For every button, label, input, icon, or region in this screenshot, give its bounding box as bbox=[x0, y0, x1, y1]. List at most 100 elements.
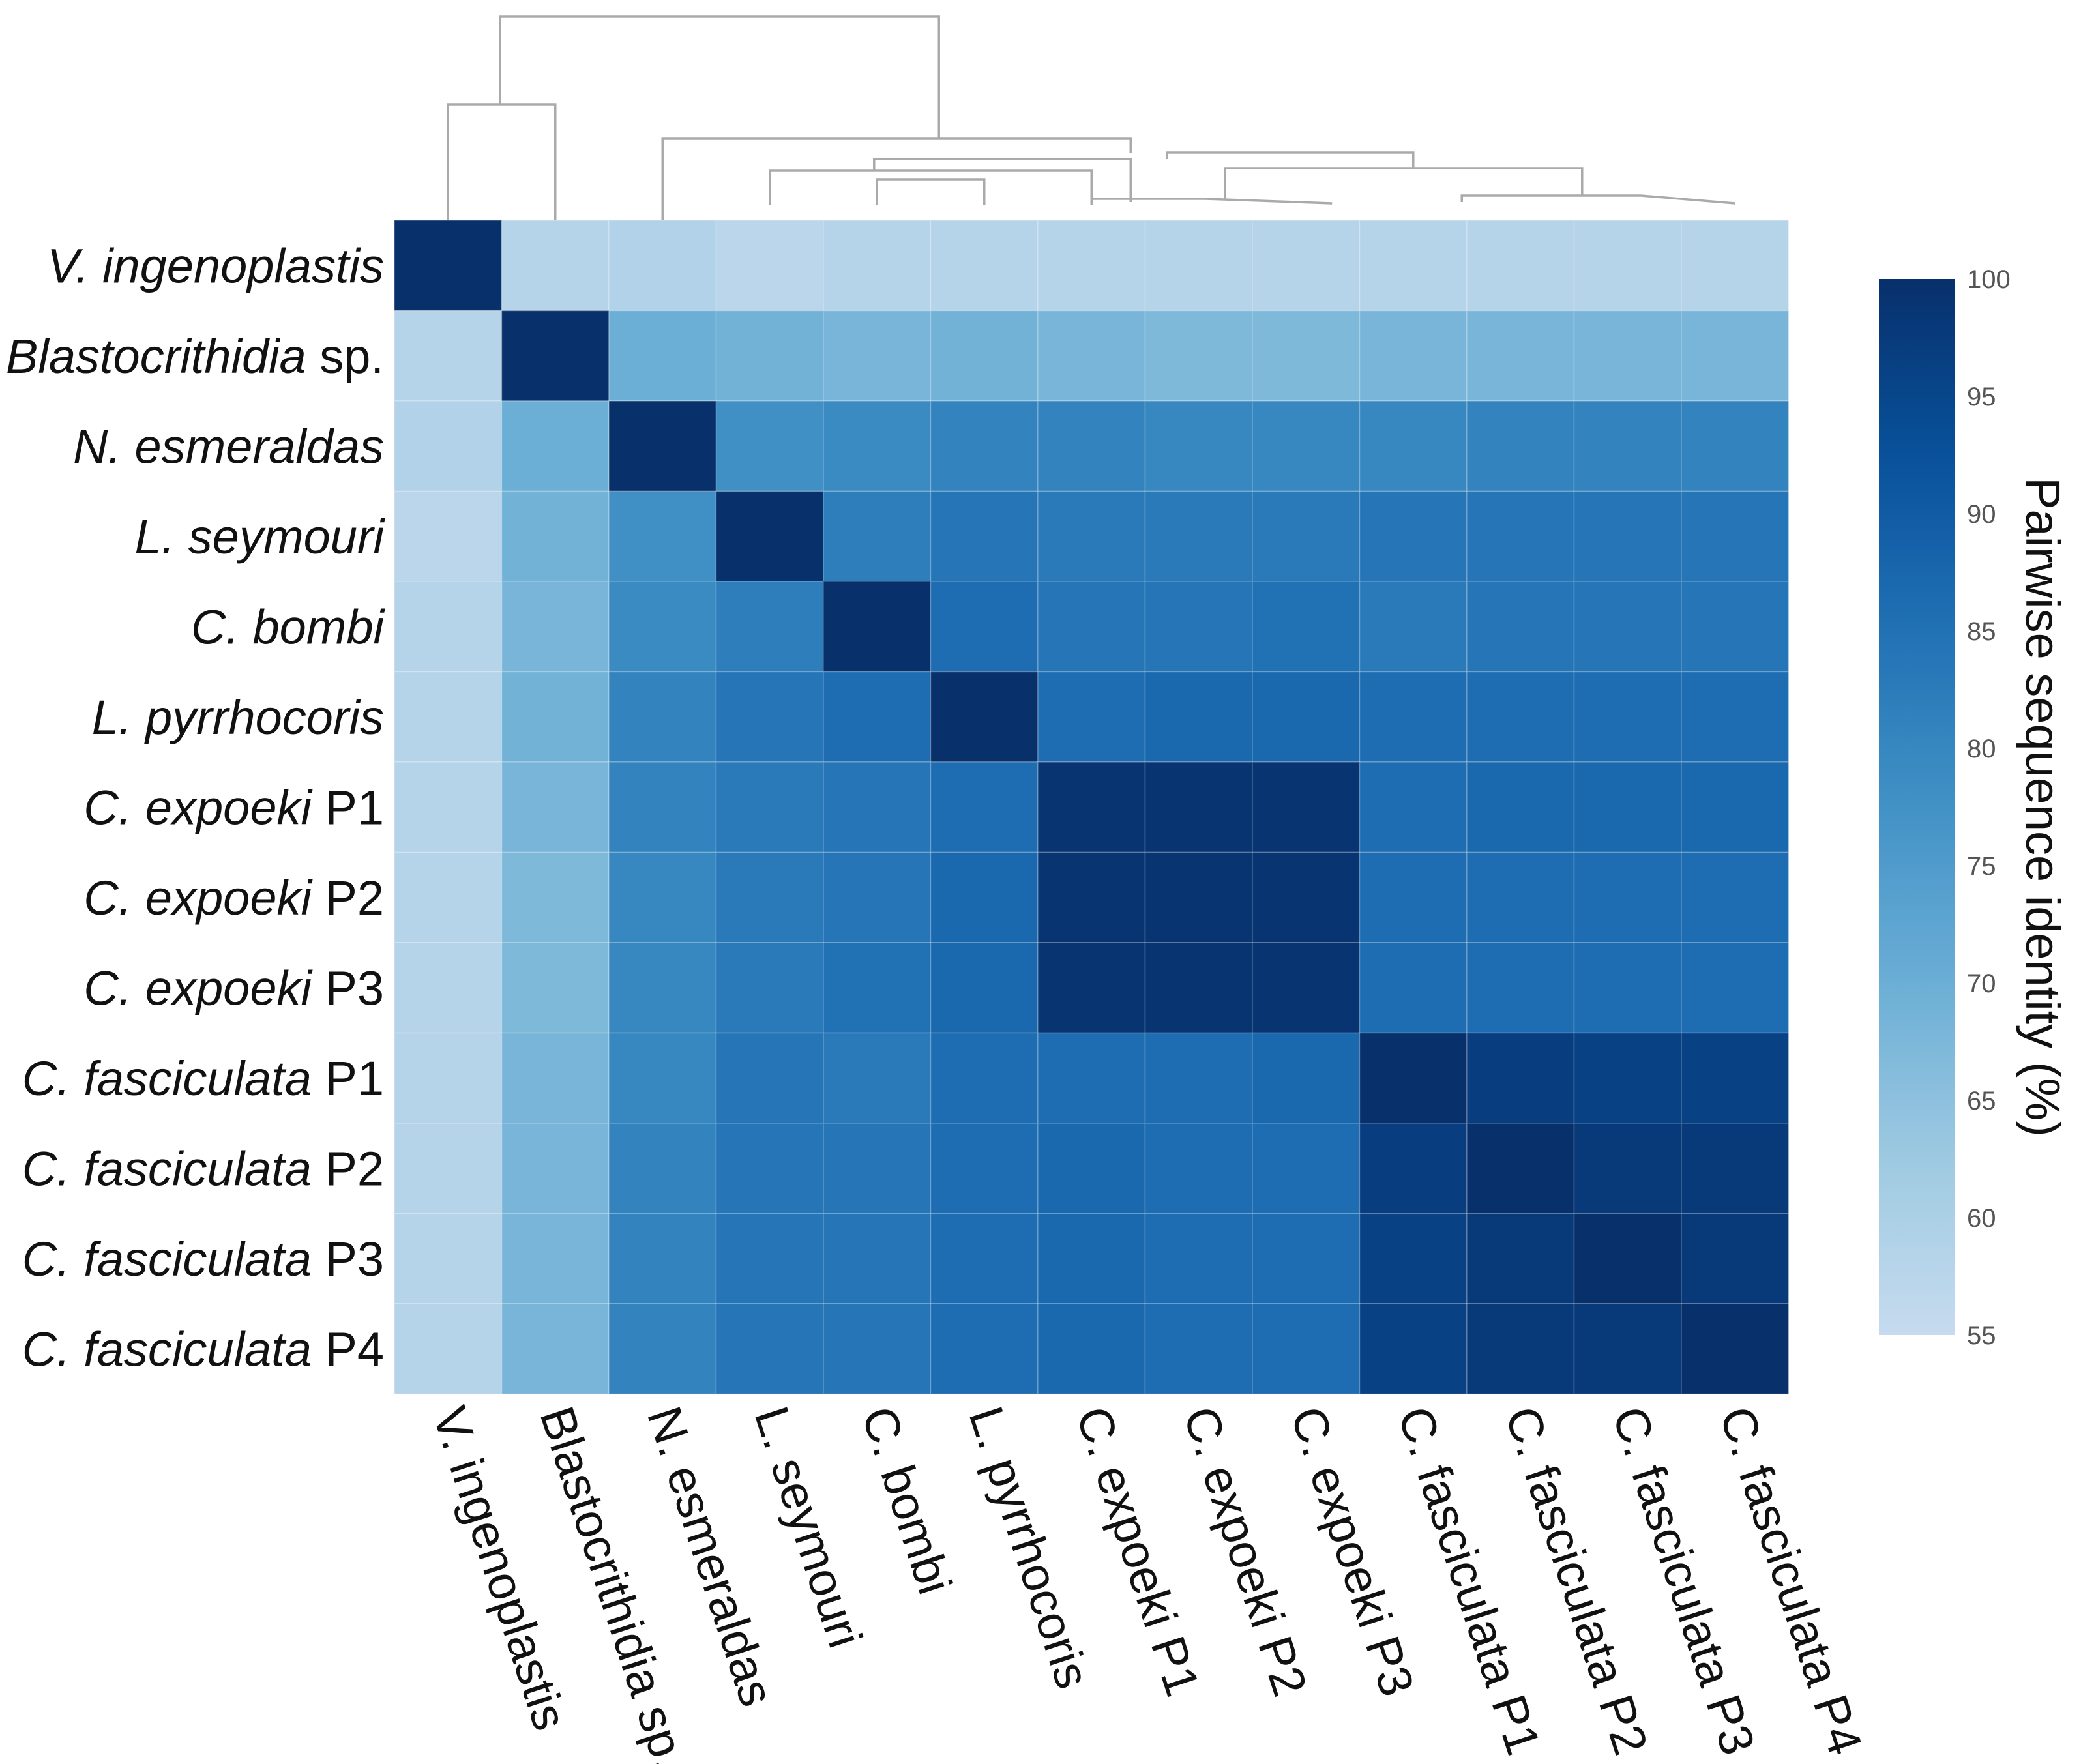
row-label: C. fasciculata P3 bbox=[22, 1232, 384, 1286]
heatmap-cell bbox=[501, 1123, 610, 1214]
heatmap-cell bbox=[1359, 671, 1468, 763]
heatmap-cell bbox=[823, 851, 932, 943]
heatmap-cell bbox=[715, 400, 824, 492]
heatmap-cell bbox=[1252, 220, 1361, 312]
heatmap-cell bbox=[823, 1303, 932, 1395]
heatmap-cell bbox=[608, 761, 717, 853]
heatmap-cell bbox=[1144, 1303, 1253, 1395]
heatmap-cell bbox=[1037, 400, 1146, 492]
heatmap-cell bbox=[394, 671, 503, 763]
colorbar-tick-label: 95 bbox=[1967, 383, 1996, 411]
heatmap-cell bbox=[1252, 400, 1361, 492]
heatmap-cell bbox=[930, 581, 1039, 673]
heatmap-cell bbox=[1144, 1213, 1253, 1304]
dendrogram-branch bbox=[499, 15, 940, 138]
heatmap-cell bbox=[1359, 400, 1468, 492]
heatmap-cell bbox=[501, 400, 610, 492]
heatmap-cell bbox=[1681, 1213, 1790, 1304]
heatmap-cell bbox=[1144, 761, 1253, 853]
heatmap-cell bbox=[394, 761, 503, 853]
heatmap-cell bbox=[1681, 581, 1790, 673]
heatmap-cell bbox=[1037, 490, 1146, 582]
heatmap-cell bbox=[823, 942, 932, 1034]
heatmap-cell bbox=[1359, 942, 1468, 1034]
colorbar-tick-label: 85 bbox=[1967, 617, 1996, 646]
colorbar-gradient bbox=[1879, 279, 1955, 1335]
heatmap-cell bbox=[1466, 761, 1575, 853]
heatmap-cell bbox=[715, 1123, 824, 1214]
heatmap-cell bbox=[1466, 490, 1575, 582]
heatmap-cell bbox=[823, 1032, 932, 1124]
heatmap-cell bbox=[1252, 671, 1361, 763]
heatmap-cell bbox=[1681, 220, 1790, 312]
heatmap-cell bbox=[930, 942, 1039, 1034]
heatmap-cell bbox=[1359, 310, 1468, 402]
heatmap-cell bbox=[394, 400, 503, 492]
dendrogram-branch bbox=[1166, 151, 1415, 168]
heatmap-cell bbox=[715, 220, 824, 312]
heatmap-cell bbox=[930, 310, 1039, 402]
heatmap-cell bbox=[1037, 671, 1146, 763]
heatmap-cell bbox=[1573, 671, 1682, 763]
heatmap-cell bbox=[1252, 1213, 1361, 1304]
heatmap-cell bbox=[1681, 761, 1790, 853]
heatmap-cell bbox=[715, 761, 824, 853]
heatmap-cell bbox=[1466, 581, 1575, 673]
heatmap-cell bbox=[823, 671, 932, 763]
colorbar-tick-label: 60 bbox=[1967, 1204, 1996, 1233]
heatmap-cell bbox=[1252, 851, 1361, 943]
heatmap-cell bbox=[930, 851, 1039, 943]
heatmap-cell bbox=[1359, 1213, 1468, 1304]
heatmap-cell bbox=[1144, 851, 1253, 943]
heatmap-cell bbox=[1037, 1303, 1146, 1395]
heatmap-cell bbox=[715, 581, 824, 673]
heatmap-cell bbox=[715, 310, 824, 402]
heatmap-cell bbox=[1466, 1032, 1575, 1124]
heatmap-cell bbox=[394, 1123, 503, 1214]
heatmap-cell bbox=[1466, 400, 1575, 492]
heatmap-cell bbox=[1573, 1213, 1682, 1304]
heatmap-cell bbox=[1037, 942, 1146, 1034]
heatmap-cell bbox=[608, 671, 717, 763]
row-label: V. ingenoplastis bbox=[47, 239, 384, 293]
heatmap-cell bbox=[930, 1032, 1039, 1124]
heatmap-cell bbox=[1466, 851, 1575, 943]
heatmap-cell bbox=[1681, 400, 1790, 492]
row-label: L. pyrrhocoris bbox=[92, 690, 384, 744]
heatmap-cell bbox=[1252, 310, 1361, 402]
heatmap-cell bbox=[1144, 400, 1253, 492]
heatmap-cell bbox=[1466, 310, 1575, 402]
heatmap-cell bbox=[1359, 581, 1468, 673]
heatmap-cell bbox=[1037, 581, 1146, 673]
heatmap-cell bbox=[1144, 1032, 1253, 1124]
heatmap-cell bbox=[1037, 1213, 1146, 1304]
dendrogram-branch bbox=[873, 158, 1132, 202]
dendrogram-branch bbox=[1460, 194, 1735, 205]
heatmap-cell bbox=[1359, 1032, 1468, 1124]
row-label: N. esmeraldas bbox=[73, 419, 384, 473]
row-label: C. expoeki P3 bbox=[83, 961, 384, 1015]
heatmap-cell bbox=[608, 490, 717, 582]
heatmap-cell bbox=[1466, 1123, 1575, 1214]
colorbar-tick-label: 80 bbox=[1967, 735, 1996, 763]
heatmap-cell bbox=[930, 761, 1039, 853]
row-label: Blastocrithidia sp. bbox=[6, 329, 384, 383]
heatmap-cell bbox=[501, 851, 610, 943]
heatmap-cell bbox=[1144, 671, 1253, 763]
heatmap-cell bbox=[1681, 1123, 1790, 1214]
heatmap-cell bbox=[394, 581, 503, 673]
heatmap-cell bbox=[1144, 490, 1253, 582]
heatmap-cell bbox=[394, 220, 503, 312]
heatmap-cell bbox=[501, 310, 610, 402]
column-dendrogram bbox=[447, 15, 1735, 220]
row-label: C. fasciculata P1 bbox=[22, 1051, 384, 1106]
heatmap-cell bbox=[823, 490, 932, 582]
heatmap-cell bbox=[394, 851, 503, 943]
heatmap-cell bbox=[1573, 400, 1682, 492]
heatmap-cell bbox=[1573, 1032, 1682, 1124]
heatmap-cell bbox=[1573, 490, 1682, 582]
colorbar-tick-label: 65 bbox=[1967, 1087, 1996, 1115]
heatmap-cell bbox=[1359, 1303, 1468, 1395]
heatmap-cell bbox=[501, 581, 610, 673]
heatmap-cell bbox=[1037, 310, 1146, 402]
